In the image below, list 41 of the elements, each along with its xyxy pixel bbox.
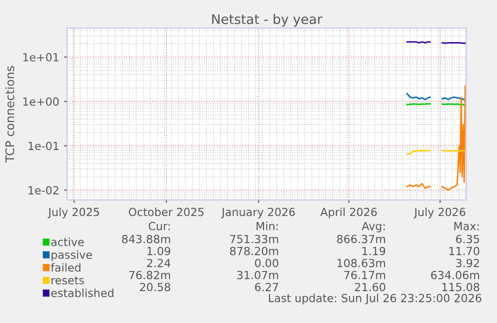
- text: Avg:: [362, 222, 385, 232]
- text: 76.17m: [344, 270, 386, 280]
- x-tick-label: July 2025: [48, 208, 100, 218]
- text: 115.08: [442, 282, 480, 292]
- x-tick-label: January 2026: [221, 208, 295, 218]
- y-tick-label: 1e-02: [28, 186, 58, 194]
- y-tick-label: 1e-01: [28, 142, 58, 150]
- text: 843.88m: [122, 234, 170, 244]
- text: 1.19: [362, 246, 386, 256]
- text: 6.35: [456, 234, 480, 244]
- text: Min:: [256, 222, 278, 230]
- text: 11.70: [449, 246, 480, 256]
- text: 76.82m: [129, 270, 170, 280]
- text: 2.24: [147, 258, 170, 268]
- text: 21.60: [355, 282, 386, 292]
- legend-label: failed: [50, 263, 80, 272]
- x-tick-label: April 2026: [320, 208, 377, 218]
- text: 6.27: [255, 282, 278, 292]
- text: 634.06m: [431, 270, 480, 280]
- x-tick-label: July 2026: [414, 208, 466, 218]
- chart-title: Netstat - by year: [212, 14, 322, 27]
- text: 878.20m: [230, 246, 278, 256]
- text: 866.37m: [337, 234, 386, 244]
- text: 0.00: [254, 258, 278, 268]
- legend-label: active: [51, 238, 84, 246]
- text: Last update: Sun Jul 26 23:25:00 2026: [269, 294, 482, 304]
- y-tick-label: 1e+01: [23, 53, 58, 62]
- text: 31.07m: [237, 270, 278, 280]
- text: Cur:: [148, 222, 170, 230]
- text: 20.58: [140, 282, 170, 292]
- text: 108.63m: [338, 258, 386, 268]
- text: 1.09: [147, 246, 170, 256]
- text: 3.92: [456, 258, 479, 268]
- legend-label: passive: [52, 250, 92, 262]
- legend-label: resets: [52, 276, 84, 284]
- y-tick-label: 1e+00: [23, 97, 59, 106]
- x-tick-label: October 2025: [128, 208, 204, 216]
- y-axis-title: TCP connections: [5, 66, 14, 162]
- text: 751.33m: [230, 234, 278, 244]
- legend-label: established: [51, 288, 114, 298]
- text: Max:: [454, 222, 479, 230]
